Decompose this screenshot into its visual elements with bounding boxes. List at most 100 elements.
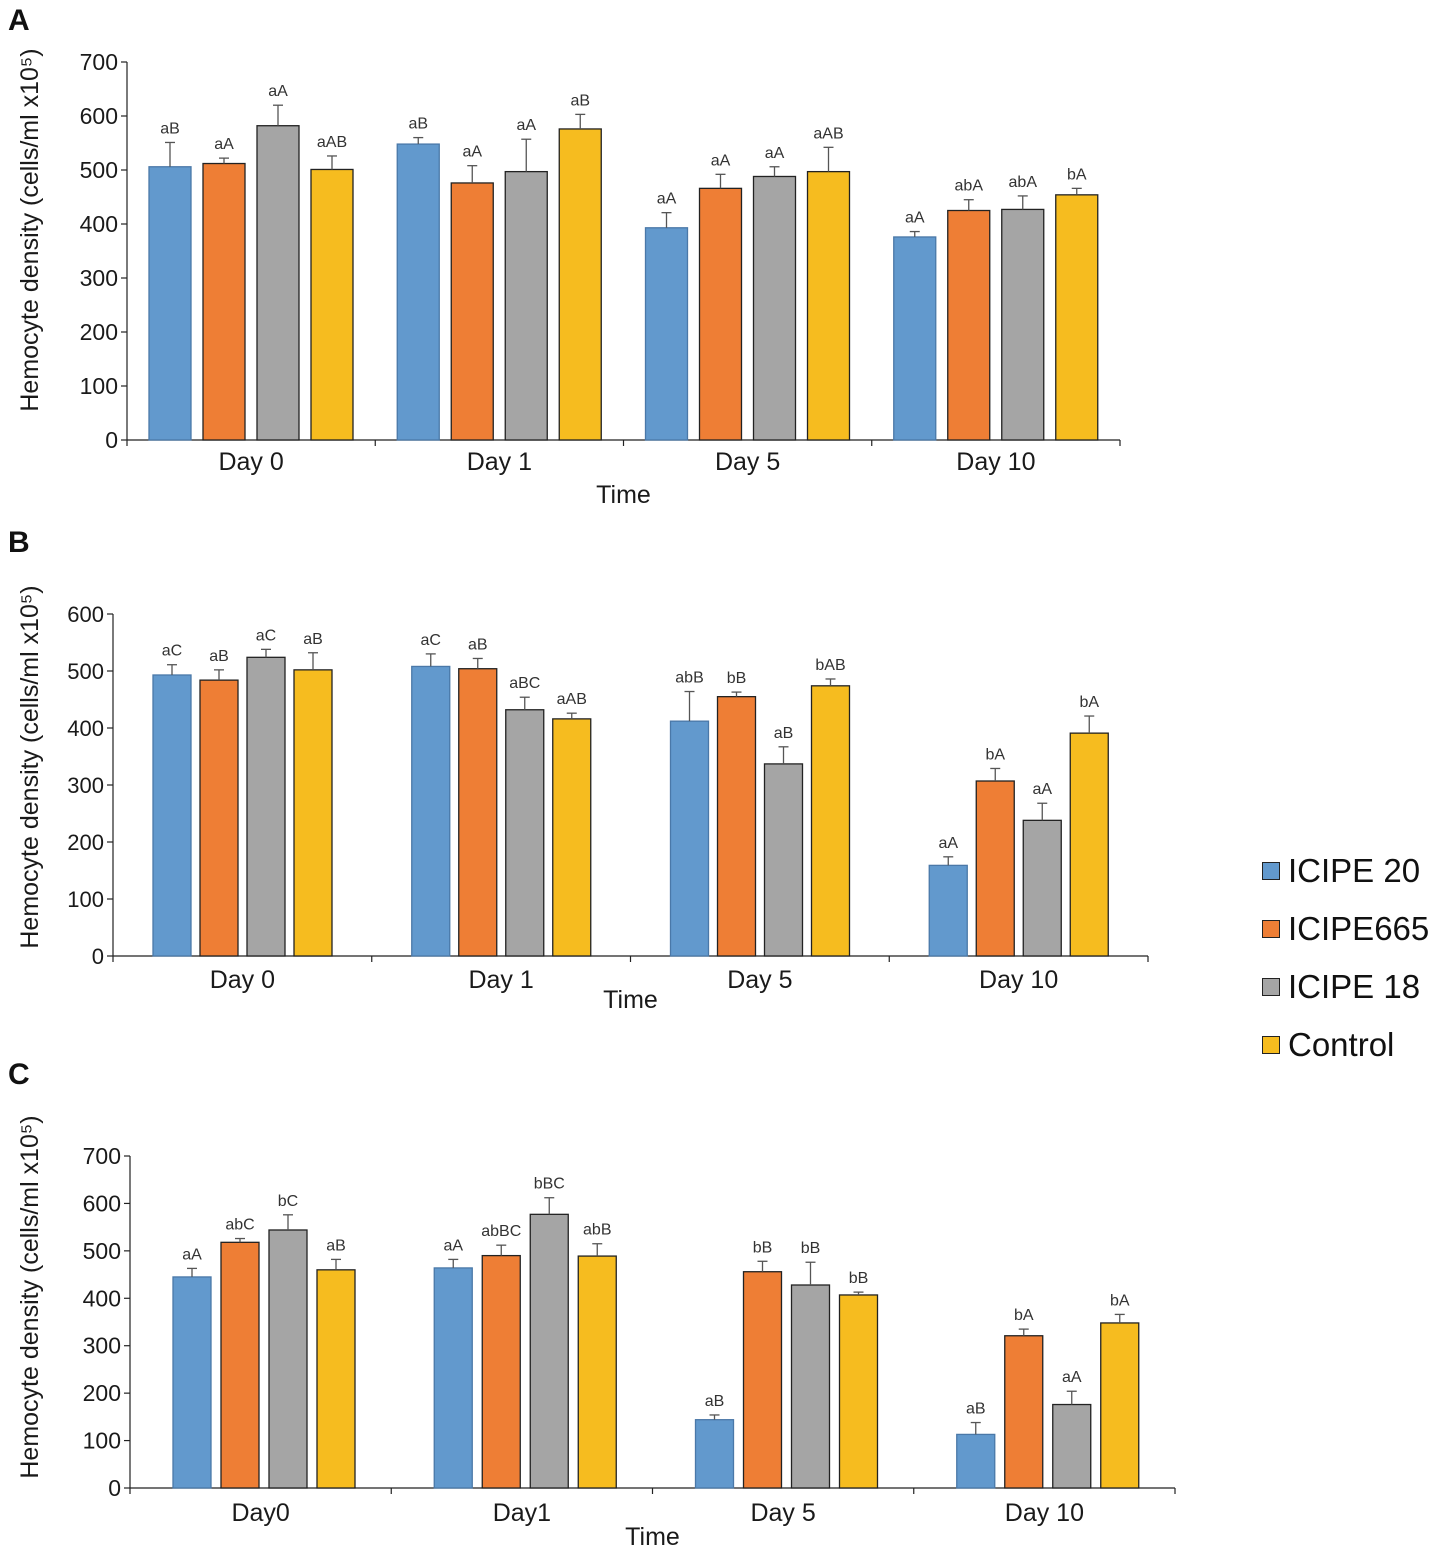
- x-category-label: Day 1: [468, 966, 533, 994]
- x-category-label: Day0: [231, 1499, 289, 1527]
- bar-icipe-18: [256, 125, 300, 441]
- bar-control: [838, 1294, 879, 1489]
- significance-label: bA: [1067, 166, 1087, 183]
- significance-label: aAB: [813, 125, 843, 142]
- y-tick-label: 100: [83, 1428, 121, 1454]
- legend-swatch-icipe-20: [1262, 862, 1280, 880]
- bar-icipe-20: [172, 1276, 212, 1489]
- panel-letter-c: C: [8, 1058, 30, 1091]
- panel-letter-b: B: [8, 526, 30, 559]
- bar-icipe-20: [694, 1419, 735, 1489]
- bar-icipe-18: [505, 709, 545, 957]
- significance-label: aA: [657, 191, 677, 208]
- x-category-label: Day 5: [727, 966, 792, 994]
- bar-icipe-20: [669, 720, 710, 957]
- significance-label: aB: [303, 631, 323, 648]
- significance-label: aBC: [509, 675, 540, 692]
- significance-label: aA: [462, 144, 482, 161]
- bar-control: [1100, 1322, 1140, 1489]
- bar-icipe-20: [644, 227, 689, 441]
- significance-label: aC: [162, 643, 182, 660]
- y-tick-label: 200: [67, 830, 104, 855]
- bar-icipe-18: [790, 1284, 831, 1489]
- y-axis-title: Hemocyte density (cells/ml x10⁵): [16, 1115, 44, 1478]
- bar-control: [293, 669, 333, 957]
- bar-icipe-20: [893, 236, 937, 441]
- bar-icipe665: [450, 182, 494, 441]
- y-tick-label: 500: [67, 659, 104, 684]
- x-axis-title: Time: [625, 1523, 680, 1551]
- y-tick-label: 600: [80, 103, 118, 129]
- chart-panel-a: 0 100 200 300 400 500 600 700 aB aA aA aAB Day 0 aB aA…: [16, 48, 1121, 509]
- x-axis-title: Time: [603, 986, 658, 1014]
- y-tick-label: 0: [92, 944, 104, 969]
- significance-label: aB: [326, 1237, 346, 1254]
- x-category-label: Day 5: [750, 1499, 815, 1527]
- significance-label: aA: [182, 1246, 202, 1263]
- bar-icipe-20: [433, 1267, 473, 1489]
- significance-label: aA: [443, 1237, 463, 1254]
- y-tick-label: 100: [67, 887, 104, 912]
- x-category-label: Day 1: [467, 448, 532, 476]
- x-category-label: Day1: [493, 1499, 551, 1527]
- significance-label: aA: [1062, 1369, 1082, 1386]
- significance-label: aB: [570, 92, 590, 109]
- y-tick-label: 0: [108, 1475, 121, 1501]
- significance-label: aC: [256, 627, 276, 644]
- bar-icipe-20: [928, 864, 968, 957]
- y-axis-title: Hemocyte density (cells/ml x10⁵): [16, 585, 44, 948]
- bar-icipe-20: [956, 1433, 996, 1489]
- bar-icipe665: [975, 780, 1015, 957]
- significance-label: bB: [727, 670, 747, 687]
- bar-control: [552, 718, 592, 957]
- bar-icipe-20: [152, 674, 192, 957]
- bar-icipe-18: [246, 656, 286, 957]
- bar-icipe665: [716, 696, 757, 957]
- bar-control: [310, 168, 354, 441]
- y-tick-label: 100: [80, 373, 118, 399]
- significance-label: abA: [1009, 174, 1038, 191]
- x-category-label: Day 10: [956, 448, 1035, 476]
- y-tick-label: 300: [80, 265, 118, 291]
- x-category-label: Day 0: [210, 966, 275, 994]
- x-axis-title: Time: [596, 481, 651, 509]
- bar-icipe665: [220, 1241, 260, 1489]
- y-tick-label: 400: [80, 211, 118, 237]
- bar-control: [577, 1255, 617, 1489]
- significance-label: bA: [1014, 1307, 1034, 1324]
- bar-icipe-18: [1022, 819, 1062, 957]
- bar-icipe-18: [752, 175, 797, 441]
- significance-label: aA: [938, 835, 958, 852]
- significance-label: bB: [801, 1240, 821, 1257]
- y-tick-label: 300: [67, 773, 104, 798]
- bar-icipe-18: [1052, 1403, 1092, 1489]
- x-category-label: Day 10: [1005, 1499, 1084, 1527]
- y-tick-label: 500: [80, 157, 118, 183]
- significance-label: aC: [421, 632, 441, 649]
- y-tick-label: 200: [83, 1380, 121, 1406]
- y-tick-label: 700: [80, 49, 118, 75]
- legend-label-icipe-20: ICIPE 20: [1288, 852, 1421, 889]
- significance-label: bC: [278, 1193, 298, 1210]
- significance-label: aA: [516, 117, 536, 134]
- bar-icipe665: [698, 187, 743, 441]
- significance-label: aB: [408, 116, 428, 133]
- significance-label: aB: [209, 648, 229, 665]
- legend-label-icipe665: ICIPE665: [1288, 910, 1430, 947]
- bar-icipe-20: [411, 665, 451, 957]
- significance-label: aA: [268, 83, 288, 100]
- bar-control: [1055, 194, 1099, 441]
- legend-swatch-control: [1262, 1036, 1280, 1054]
- legend-label-icipe-18: ICIPE 18: [1288, 968, 1421, 1005]
- bar-control: [316, 1269, 356, 1489]
- significance-label: bA: [1110, 1292, 1130, 1309]
- y-tick-label: 700: [83, 1143, 121, 1169]
- chart-panel-c: 0 100 200 300 400 500 600 700 aA abC bC aB Day0 aA abB…: [16, 1115, 1176, 1551]
- bar-control: [810, 685, 851, 957]
- significance-label: bA: [1079, 694, 1099, 711]
- x-category-label: Day 5: [715, 448, 780, 476]
- y-axis-title: Hemocyte density (cells/ml x10⁵): [16, 48, 44, 411]
- significance-label: aB: [705, 1393, 725, 1410]
- bar-icipe665: [742, 1271, 783, 1489]
- legend-swatch-icipe-18: [1262, 978, 1280, 996]
